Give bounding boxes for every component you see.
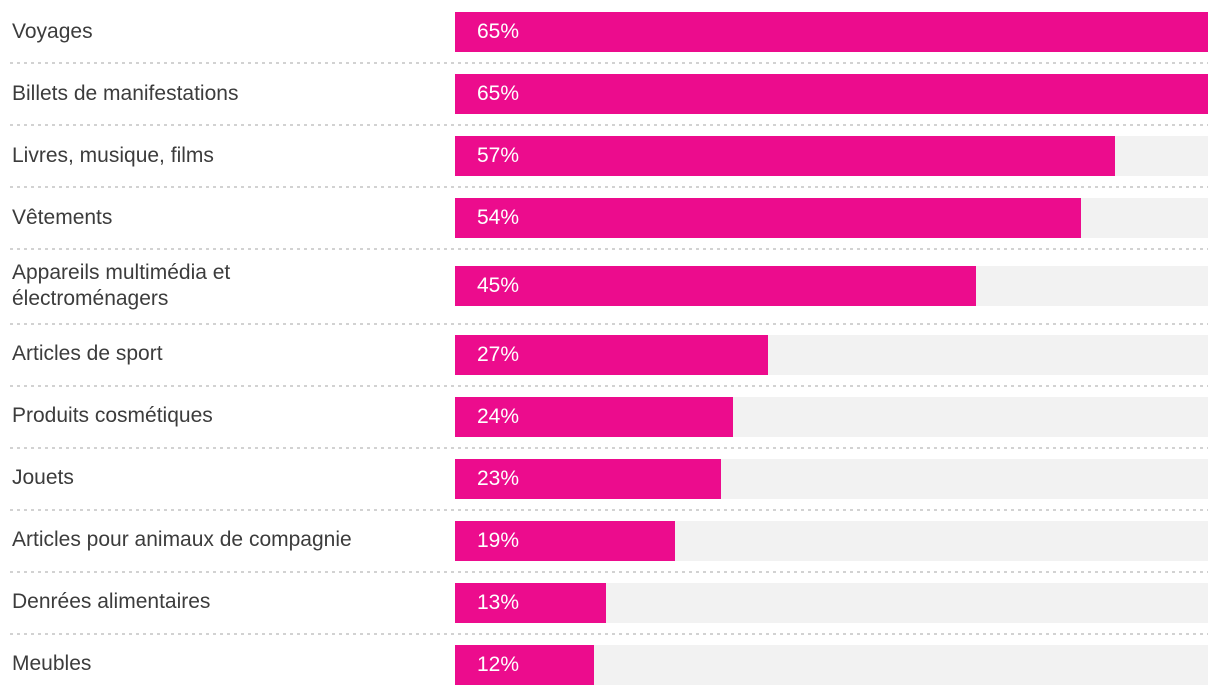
bar-track: 27% bbox=[455, 334, 1208, 375]
category-label: Meubles bbox=[12, 652, 92, 676]
value-label: 54% bbox=[477, 206, 520, 229]
category-label: Denrées alimentaires bbox=[12, 590, 211, 614]
value-label: 12% bbox=[477, 652, 520, 676]
category-label: Billets de manifestations bbox=[12, 81, 239, 105]
row-separator bbox=[10, 124, 1208, 126]
value-label: 13% bbox=[477, 590, 520, 614]
value-label: 27% bbox=[477, 342, 520, 366]
chart-row: Denrées alimentaires 13% bbox=[0, 573, 1220, 633]
chart-row: Appareils multimédia et électroménagers 4… bbox=[0, 250, 1220, 323]
chart-row: Articles pour animaux de compagnie 19% bbox=[0, 511, 1220, 571]
bar-track: 19% bbox=[455, 520, 1208, 561]
value-label: 45% bbox=[477, 274, 520, 298]
chart-row: Produits cosmétiques 24% bbox=[0, 387, 1220, 447]
row-separator bbox=[10, 248, 1208, 250]
bar-fill: 23% bbox=[455, 458, 722, 499]
category-label: Articles pour animaux de compagnie bbox=[12, 528, 352, 552]
value-label: 65% bbox=[477, 20, 520, 43]
value-label: 19% bbox=[477, 528, 520, 552]
value-label: 23% bbox=[477, 466, 520, 490]
chart-row: Articles de sport 27% bbox=[0, 325, 1220, 385]
category-label: Jouets bbox=[12, 466, 74, 490]
bar-fill: 13% bbox=[455, 582, 606, 623]
bar-fill: 65% bbox=[455, 74, 1208, 114]
bar-fill: 27% bbox=[455, 334, 768, 375]
row-separator bbox=[10, 322, 1208, 325]
bar-fill: 57% bbox=[455, 136, 1116, 176]
row-separator bbox=[10, 384, 1208, 387]
row-separator bbox=[10, 62, 1208, 64]
bar-fill: 65% bbox=[455, 12, 1208, 52]
chart-row: Meubles 12% bbox=[0, 635, 1220, 695]
bar-fill: 54% bbox=[455, 198, 1081, 238]
bar-track: 45% bbox=[455, 266, 1208, 307]
bar-track: 65% bbox=[455, 74, 1208, 114]
bar-fill: 24% bbox=[455, 396, 734, 437]
bar-track: 13% bbox=[455, 582, 1208, 623]
bar-track: 57% bbox=[455, 136, 1208, 176]
chart-row: Voyages 65% bbox=[0, 2, 1220, 62]
row-separator bbox=[10, 186, 1208, 188]
bar-fill: 12% bbox=[455, 644, 594, 685]
value-label: 57% bbox=[477, 144, 520, 167]
category-label: Livres, musique, films bbox=[12, 143, 214, 167]
bar-track: 12% bbox=[455, 644, 1208, 685]
chart-row: Jouets 23% bbox=[0, 449, 1220, 509]
row-separator bbox=[10, 632, 1208, 635]
chart-row: Livres, musique, films 57% bbox=[0, 126, 1220, 186]
category-label: Produits cosmétiques bbox=[12, 404, 213, 428]
category-label: Vêtements bbox=[12, 205, 113, 229]
chart-row: Billets de manifestations 65% bbox=[0, 64, 1220, 124]
row-separator bbox=[10, 446, 1208, 449]
row-separator bbox=[10, 508, 1208, 511]
value-label: 24% bbox=[477, 404, 520, 428]
category-label: Articles de sport bbox=[12, 342, 163, 366]
bar-track: 24% bbox=[455, 396, 1208, 437]
row-separator bbox=[10, 570, 1208, 573]
bar-fill: 45% bbox=[455, 266, 977, 307]
value-label: 65% bbox=[477, 82, 520, 105]
bar-track: 54% bbox=[455, 198, 1208, 238]
bar-track: 23% bbox=[455, 458, 1208, 499]
chart-row: Vêtements 54% bbox=[0, 188, 1220, 248]
category-label: Voyages bbox=[12, 19, 93, 43]
category-label: Appareils multimédia et électroménagers bbox=[12, 261, 231, 311]
bar-fill: 19% bbox=[455, 520, 676, 561]
bar-track: 65% bbox=[455, 12, 1208, 52]
